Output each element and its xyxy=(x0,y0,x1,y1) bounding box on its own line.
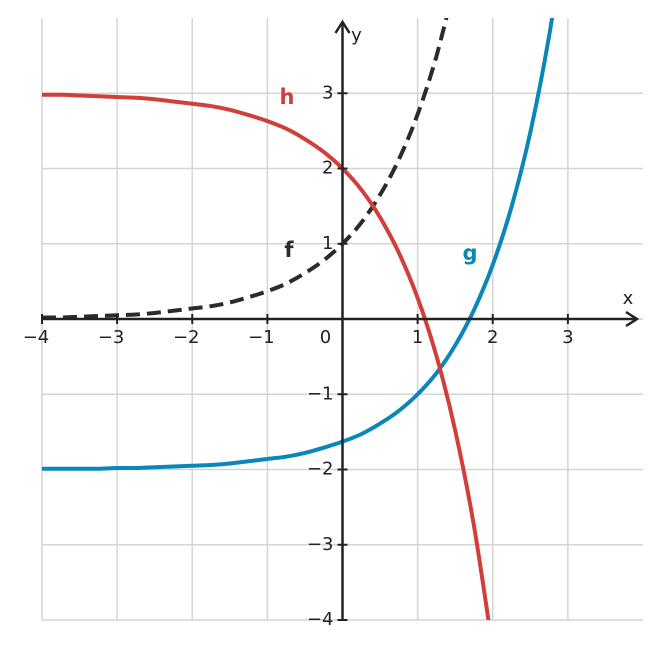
series-label: g xyxy=(462,241,477,265)
y-tick-label: 1 xyxy=(322,233,333,254)
x-tick-label: 0 xyxy=(320,327,331,348)
y-tick-label: 3 xyxy=(322,82,333,103)
axes: −4 −3 −2 −1 0 1 2 3 −4 −3 −2 −1 1 2 3 f g h x y xyxy=(23,19,640,630)
function-curve xyxy=(42,18,449,320)
curves xyxy=(42,18,555,620)
y-arrow xyxy=(334,19,351,34)
y-tick-label: −4 xyxy=(307,609,334,630)
x-arrow xyxy=(625,310,640,328)
y-axis-label: y xyxy=(351,25,362,46)
x-axis-label: x xyxy=(623,288,634,309)
x-tick-label: −4 xyxy=(23,327,50,348)
x-tick-label: −3 xyxy=(98,327,125,348)
x-tick-label: 2 xyxy=(487,327,498,348)
x-tick-label: 1 xyxy=(412,327,423,348)
y-tick-label: −1 xyxy=(307,383,334,404)
series-label: f xyxy=(284,238,294,262)
function-curve xyxy=(42,92,491,620)
y-tick-label: −2 xyxy=(307,459,334,480)
series-label: h xyxy=(280,85,295,109)
x-tick-label: −2 xyxy=(173,327,200,348)
y-tick-label: −3 xyxy=(307,534,334,555)
x-tick-label: 3 xyxy=(562,327,573,348)
x-tick-label: −1 xyxy=(248,327,275,348)
y-tick-label: 2 xyxy=(322,158,333,179)
function-curve xyxy=(42,18,555,471)
